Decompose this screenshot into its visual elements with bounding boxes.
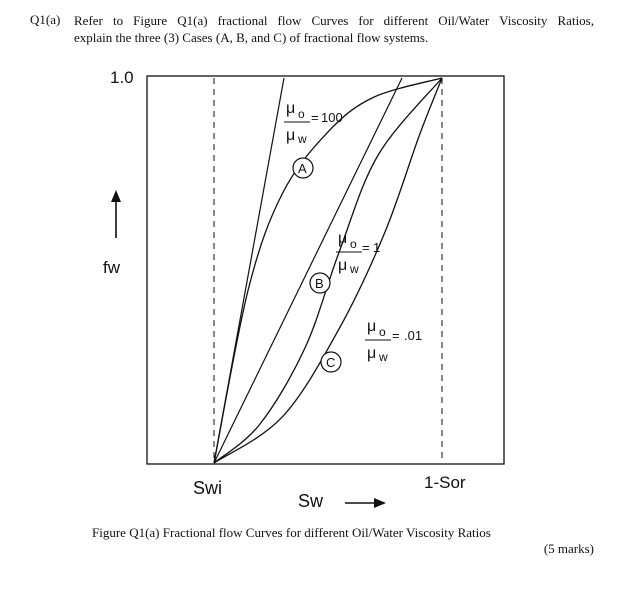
ratio-value-c: .01 — [404, 328, 422, 343]
svg-text:μ: μ — [367, 318, 376, 335]
svg-text:w: w — [297, 132, 307, 146]
svg-text:=: = — [392, 328, 400, 343]
svg-text:A: A — [298, 161, 307, 176]
x-tick-1-sor: 1-Sor — [424, 473, 466, 492]
figure-caption: Figure Q1(a) Fractional flow Curves for … — [92, 525, 491, 540]
tangent-line-b — [213, 77, 403, 464]
svg-text:μ: μ — [338, 230, 347, 247]
svg-text:=: = — [362, 240, 370, 255]
svg-text:w: w — [378, 350, 388, 364]
curve-label-a: A — [292, 157, 314, 179]
svg-text:o: o — [379, 325, 386, 339]
curve-label-b: B — [309, 272, 331, 294]
svg-text:μ: μ — [367, 345, 376, 362]
svg-text:o: o — [298, 107, 305, 121]
x-axis-label: Sw — [298, 491, 324, 511]
curve-a — [213, 77, 443, 464]
svg-text:μ: μ — [338, 257, 347, 274]
y-tick-1-0: 1.0 — [110, 68, 134, 87]
ratio-value-b: 1 — [373, 240, 380, 255]
x-tick-swi: Swi — [193, 478, 222, 498]
svg-text:B: B — [315, 276, 324, 291]
curve-c — [213, 77, 443, 464]
plot-frame — [146, 75, 505, 465]
question-number: Q1(a) — [30, 12, 61, 27]
y-axis-label: fw — [103, 258, 121, 277]
curve-b — [213, 77, 443, 464]
curve-label-c: C — [320, 351, 342, 373]
svg-text:C: C — [326, 355, 335, 370]
svg-text:μ: μ — [286, 127, 295, 144]
marks-label: (5 marks) — [543, 541, 594, 556]
svg-text:=: = — [311, 110, 319, 125]
question-text-line-2: explain the three (3) Cases (A, B, and C… — [74, 30, 429, 45]
curve-layer — [213, 77, 443, 464]
question-text-line-1: Refer to Figure Q1(a) fractional flow Cu… — [74, 13, 594, 28]
svg-text:w: w — [349, 262, 359, 276]
svg-text:μ: μ — [286, 100, 295, 117]
x-axis-arrow — [345, 498, 386, 508]
y-axis-arrow — [111, 190, 121, 238]
ratio-value-a: 100 — [321, 110, 343, 125]
svg-text:o: o — [350, 237, 357, 251]
tangent-line-a — [213, 77, 285, 464]
